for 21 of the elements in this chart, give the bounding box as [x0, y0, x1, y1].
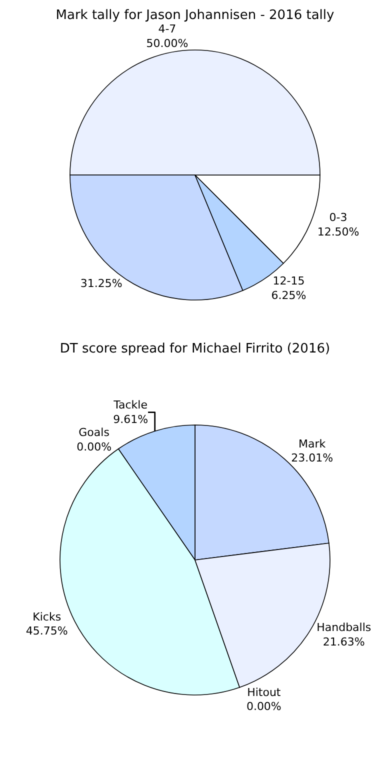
slice-label: 0-3: [329, 211, 348, 224]
text: 0.00%: [76, 440, 112, 454]
category-label: Goals: [78, 426, 110, 439]
data-label: 45.75%: [26, 624, 68, 638]
data-label: 31.25%: [80, 276, 122, 290]
slice-label: Kicks: [32, 610, 62, 624]
chart-title: Mark tally for Jason Johannisen - 2016 tally: [56, 8, 335, 23]
slice-label: Handballs: [316, 621, 372, 634]
slice-label: Mark: [298, 437, 326, 450]
slice-label: 12-15: [272, 274, 305, 288]
data-label: 50.00%: [146, 37, 188, 50]
slice-label: 4-7: [158, 22, 176, 36]
text: 0.00%: [246, 700, 282, 714]
slice-label: Tackle: [112, 398, 148, 412]
data-label: 12.50%: [317, 225, 360, 238]
data-label: 9.61%: [113, 412, 148, 426]
category-label: Hitout: [247, 686, 281, 699]
data-label: 21.63%: [322, 636, 365, 649]
chart-title: DT score spread for Michael Firrito (2016): [60, 341, 330, 356]
data-label: 6.25%: [271, 289, 306, 302]
data-label: 23.01%: [291, 452, 334, 465]
